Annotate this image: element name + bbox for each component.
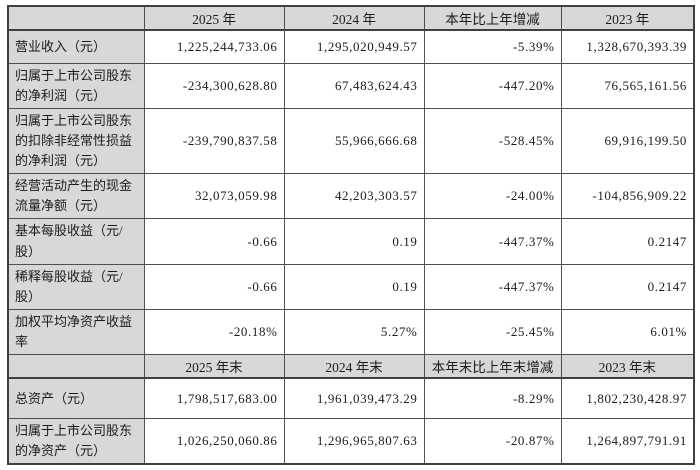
value-change: -24.00% — [423, 173, 562, 220]
header-corner-cell — [7, 5, 145, 31]
value-change: -25.45% — [423, 309, 562, 356]
table-row-net-profit: 归属于上市公司股东的净利润（元） -234,300,628.80 67,483,… — [7, 62, 695, 109]
row-label: 归属于上市公司股东的净利润（元） — [7, 62, 145, 109]
value-change: -8.29% — [423, 377, 562, 419]
table-row-total-assets: 总资产（元） 1,798,517,683.00 1,961,039,473.29… — [7, 377, 695, 419]
value-2025: -0.66 — [143, 263, 285, 311]
row-label: 归属于上市公司股东的扣除非经常性损益的净利润（元） — [7, 107, 145, 175]
value-2023: 1,328,670,393.39 — [560, 29, 695, 64]
value-change: -528.45% — [423, 107, 562, 175]
value-2023: 69,916,199.50 — [560, 107, 695, 175]
value-change: -20.87% — [423, 417, 562, 465]
value-2024: 55,966,666.68 — [283, 107, 425, 175]
value-2025: 1,225,244,733.06 — [143, 29, 285, 64]
value-2023: 76,565,161.56 — [560, 62, 695, 109]
table-row-net-profit-excl-nonrecurring: 归属于上市公司股东的扣除非经常性损益的净利润（元） -239,790,837.5… — [7, 107, 695, 175]
table-row-weighted-avg-roe: 加权平均净资产收益率 -20.18% 5.27% -25.45% 6.01% — [7, 309, 695, 356]
header-2024-year-end: 2024 年末 — [283, 354, 425, 380]
value-2023: 0.2147 — [560, 263, 695, 311]
header-yoy-change: 本年比上年增减 — [423, 5, 562, 31]
value-2024: 1,295,020,949.57 — [283, 29, 425, 64]
value-2023: -104,856,909.22 — [560, 173, 695, 220]
value-2025: -239,790,837.58 — [143, 107, 285, 175]
table-row-basic-eps: 基本每股收益（元/股） -0.66 0.19 -447.37% 0.2147 — [7, 218, 695, 265]
value-2023: 0.2147 — [560, 218, 695, 265]
value-2023: 1,264,897,791.91 — [560, 417, 695, 465]
table-row-revenue: 营业收入（元） 1,225,244,733.06 1,295,020,949.5… — [7, 29, 695, 64]
value-2024: 42,203,303.57 — [283, 173, 425, 220]
value-2025: 32,073,059.98 — [143, 173, 285, 220]
value-2024: 5.27% — [283, 309, 425, 356]
value-2023: 6.01% — [560, 309, 695, 356]
header-2023-year-end: 2023 年末 — [560, 354, 695, 380]
value-2023: 1,802,230,428.97 — [560, 377, 695, 419]
table-header-year-end: 2025 年末 2024 年末 本年末比上年末增减 2023 年末 — [7, 354, 695, 380]
value-2024: 1,961,039,473.29 — [283, 377, 425, 419]
value-2024: 67,483,624.43 — [283, 62, 425, 109]
value-change: -447.20% — [423, 62, 562, 109]
row-label: 总资产（元） — [7, 377, 145, 419]
table-row-diluted-eps: 稀释每股收益（元/股） -0.66 0.19 -447.37% 0.2147 — [7, 263, 695, 311]
row-label: 归属于上市公司股东的净资产（元） — [7, 417, 145, 465]
value-change: -447.37% — [423, 263, 562, 311]
row-label: 经营活动产生的现金流量净额（元） — [7, 173, 145, 220]
header-2025: 2025 年 — [143, 5, 285, 31]
value-change: -5.39% — [423, 29, 562, 64]
header-corner-cell — [7, 354, 145, 380]
header-2024: 2024 年 — [283, 5, 425, 31]
row-label: 基本每股收益（元/股） — [7, 218, 145, 265]
value-2024: 1,296,965,807.63 — [283, 417, 425, 465]
row-label: 营业收入（元） — [7, 29, 145, 64]
row-label: 加权平均净资产收益率 — [7, 309, 145, 356]
header-year-end-change: 本年末比上年末增减 — [423, 354, 562, 380]
value-2024: 0.19 — [283, 263, 425, 311]
value-change: -447.37% — [423, 218, 562, 265]
value-2025: -0.66 — [143, 218, 285, 265]
value-2024: 0.19 — [283, 218, 425, 265]
row-label: 稀释每股收益（元/股） — [7, 263, 145, 311]
table-row-net-assets: 归属于上市公司股东的净资产（元） 1,026,250,060.86 1,296,… — [7, 417, 695, 465]
header-2023: 2023 年 — [560, 5, 695, 31]
header-2025-year-end: 2025 年末 — [143, 354, 285, 380]
financial-summary-table: 2025 年 2024 年 本年比上年增减 2023 年 营业收入（元） 1,2… — [7, 5, 695, 466]
value-2025: -234,300,628.80 — [143, 62, 285, 109]
value-2025: 1,798,517,683.00 — [143, 377, 285, 419]
value-2025: -20.18% — [143, 309, 285, 356]
table-row-operating-cash-flow: 经营活动产生的现金流量净额（元） 32,073,059.98 42,203,30… — [7, 173, 695, 220]
value-2025: 1,026,250,060.86 — [143, 417, 285, 465]
table-header-annual: 2025 年 2024 年 本年比上年增减 2023 年 — [7, 5, 695, 31]
